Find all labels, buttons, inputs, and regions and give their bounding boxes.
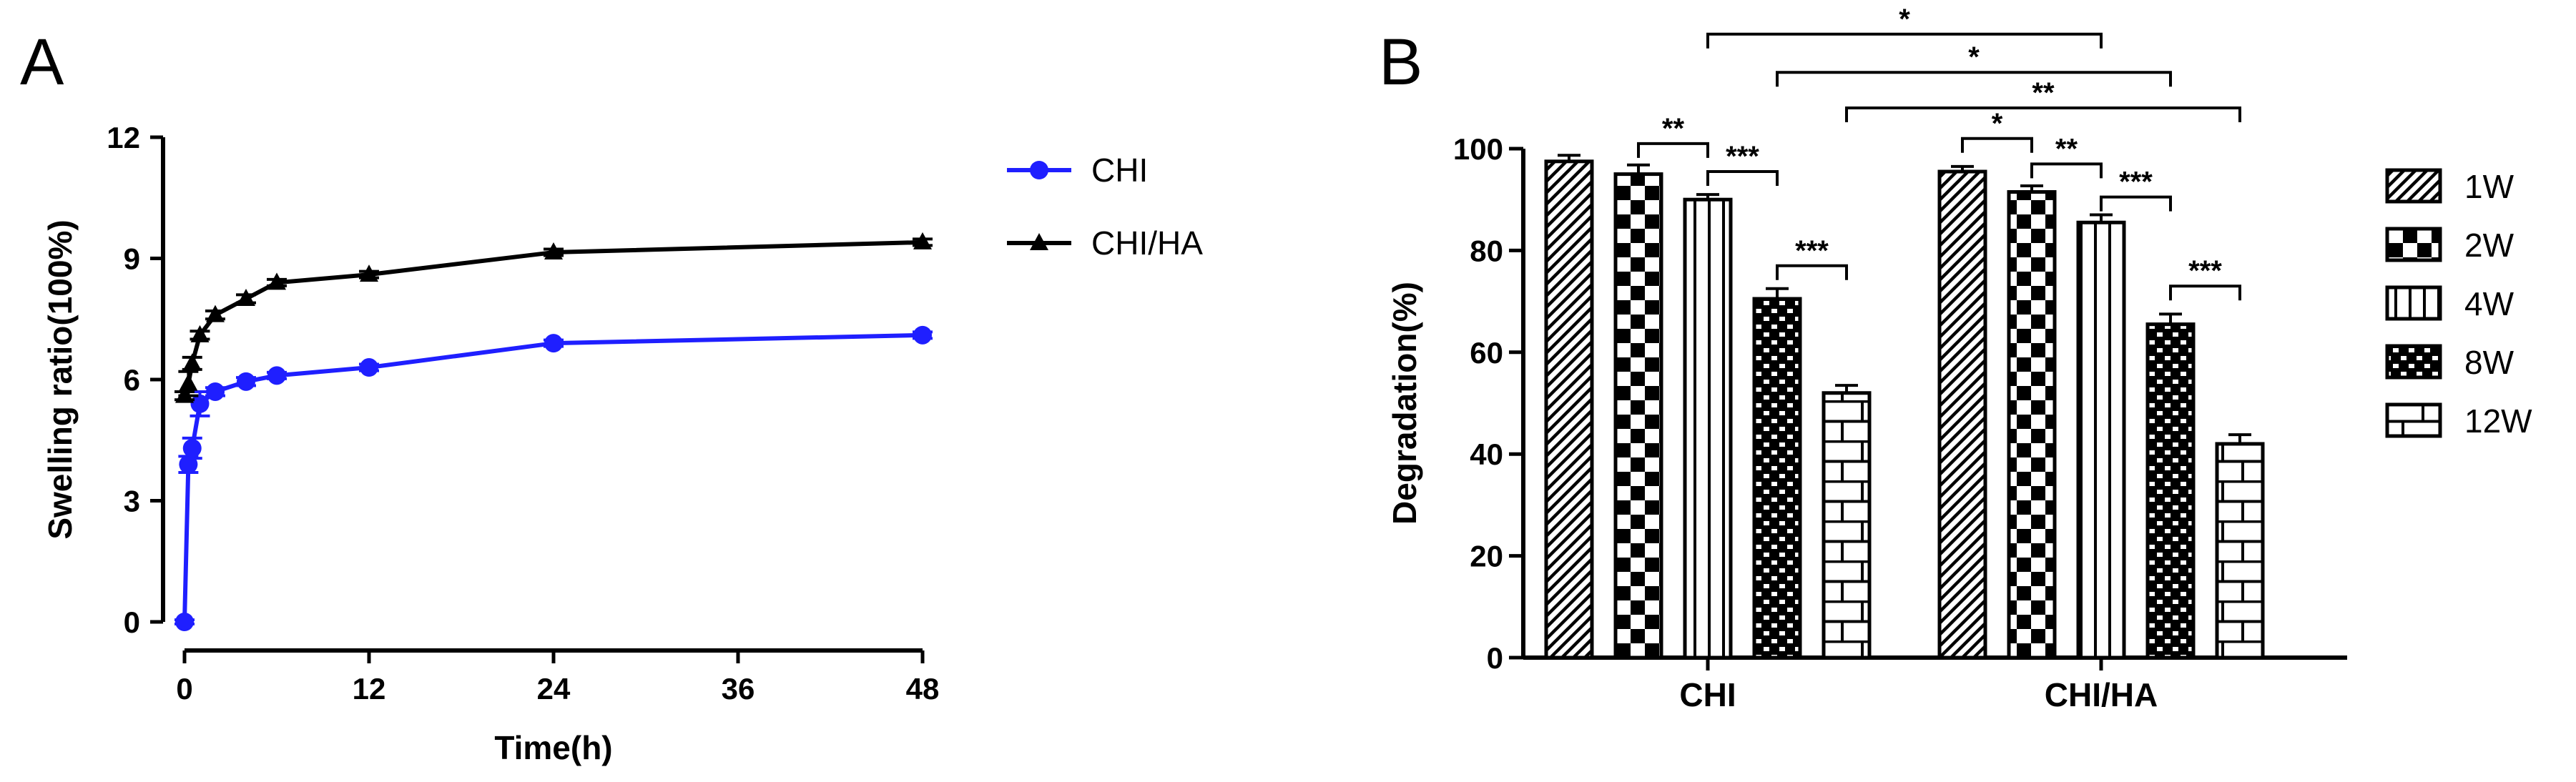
x-category-label: CHI/HA: [2045, 676, 2158, 713]
legend-marker: [1030, 161, 1048, 179]
data-point: [360, 358, 378, 377]
bar-4W-CHI: [1683, 197, 1733, 660]
legend-marker: [1030, 233, 1048, 250]
data-point: [206, 305, 225, 322]
y-axis-title: Swelling ratio(100%): [41, 219, 79, 539]
legend-swatch: [2385, 168, 2442, 204]
legend-swatch: [2385, 344, 2442, 380]
bar-8W-CHI/HA: [2145, 322, 2196, 660]
significance-label: **: [1662, 113, 1685, 144]
x-tick-label: 0: [176, 672, 192, 706]
data-point: [190, 394, 210, 413]
legend-label: 4W: [2464, 285, 2514, 322]
legend-label: CHI: [1091, 152, 1148, 189]
y-tick-label: 60: [1470, 336, 1503, 370]
y-tick-label: 40: [1470, 437, 1503, 471]
legend-label: 2W: [2464, 227, 2514, 264]
bar-12W-CHI/HA: [2215, 442, 2265, 660]
significance-label: *: [1992, 108, 2003, 139]
significance-label: **: [2055, 133, 2078, 164]
significance-bracket: [1961, 137, 2033, 153]
legend-swatch: [2385, 285, 2442, 321]
bar-2W-CHI: [1613, 172, 1663, 660]
significance-label: **: [2032, 77, 2055, 109]
panel-letter-b: B: [1379, 26, 1422, 99]
bar-4W-CHI/HA: [2076, 220, 2126, 660]
bar-1W-CHI: [1544, 159, 1594, 660]
data-point: [360, 264, 378, 282]
y-tick-label: 100: [1453, 132, 1503, 166]
legend-swatch: [2385, 402, 2442, 438]
y-tick-label: 20: [1470, 540, 1503, 573]
significance-bracket: [1776, 71, 2172, 87]
legend-label: CHI/HA: [1091, 224, 1203, 262]
significance-label: ***: [1795, 235, 1829, 267]
legend-swatch: [2385, 227, 2442, 262]
series-line-0: [182, 332, 923, 623]
y-tick-label: 3: [124, 485, 140, 518]
significance-bracket: [1637, 142, 1709, 158]
significance-label: ***: [2188, 255, 2222, 287]
data-point: [179, 373, 198, 391]
data-point: [913, 232, 932, 249]
data-point: [182, 439, 202, 458]
x-tick-label: 12: [353, 672, 386, 706]
data-point: [182, 353, 202, 371]
bar-12W-CHI: [1822, 391, 1872, 660]
significance-label: *: [1899, 4, 1910, 35]
x-tick-label: 36: [722, 672, 755, 706]
y-axis-title: Degradation(%): [1386, 282, 1423, 525]
significance-bracket: [1706, 170, 1779, 187]
significance-label: *: [1968, 41, 1980, 73]
significance-bracket: [1776, 264, 1848, 280]
y-tick-label: 0: [124, 605, 140, 639]
bar-8W-CHI: [1752, 297, 1802, 660]
y-tick-label: 0: [1487, 641, 1503, 675]
significance-bracket: [2030, 162, 2103, 179]
y-tick-label: 12: [107, 121, 140, 154]
significance-bracket: [1706, 32, 2103, 49]
significance-bracket: [1845, 107, 2241, 123]
bar-2W-CHI/HA: [2007, 190, 2057, 660]
data-point: [267, 272, 286, 290]
data-point: [267, 366, 286, 385]
data-point: [237, 289, 255, 306]
x-axis-title: Time(h): [494, 729, 612, 766]
legend-label: 12W: [2464, 402, 2532, 440]
data-point: [206, 382, 225, 401]
x-tick-label: 24: [537, 672, 571, 706]
significance-label: ***: [2119, 167, 2153, 198]
x-category-label: CHI: [1679, 676, 1736, 713]
data-point: [237, 372, 255, 391]
data-point: [175, 613, 194, 631]
panel-letter-a: A: [20, 26, 64, 99]
y-tick-label: 6: [124, 363, 140, 397]
data-point: [544, 334, 563, 353]
legend-label: 1W: [2464, 168, 2514, 205]
y-tick-label: 80: [1470, 234, 1503, 267]
x-tick-label: 48: [906, 672, 940, 706]
data-point: [544, 242, 563, 260]
significance-label: ***: [1726, 141, 1759, 172]
data-point: [190, 325, 210, 342]
bar-1W-CHI/HA: [1937, 169, 1987, 660]
y-tick-label: 9: [124, 242, 140, 276]
significance-bracket: [2169, 284, 2241, 301]
significance-bracket: [2100, 195, 2172, 212]
series-line-1: [182, 239, 923, 397]
legend-label: 8W: [2464, 344, 2514, 381]
data-point: [913, 325, 932, 345]
